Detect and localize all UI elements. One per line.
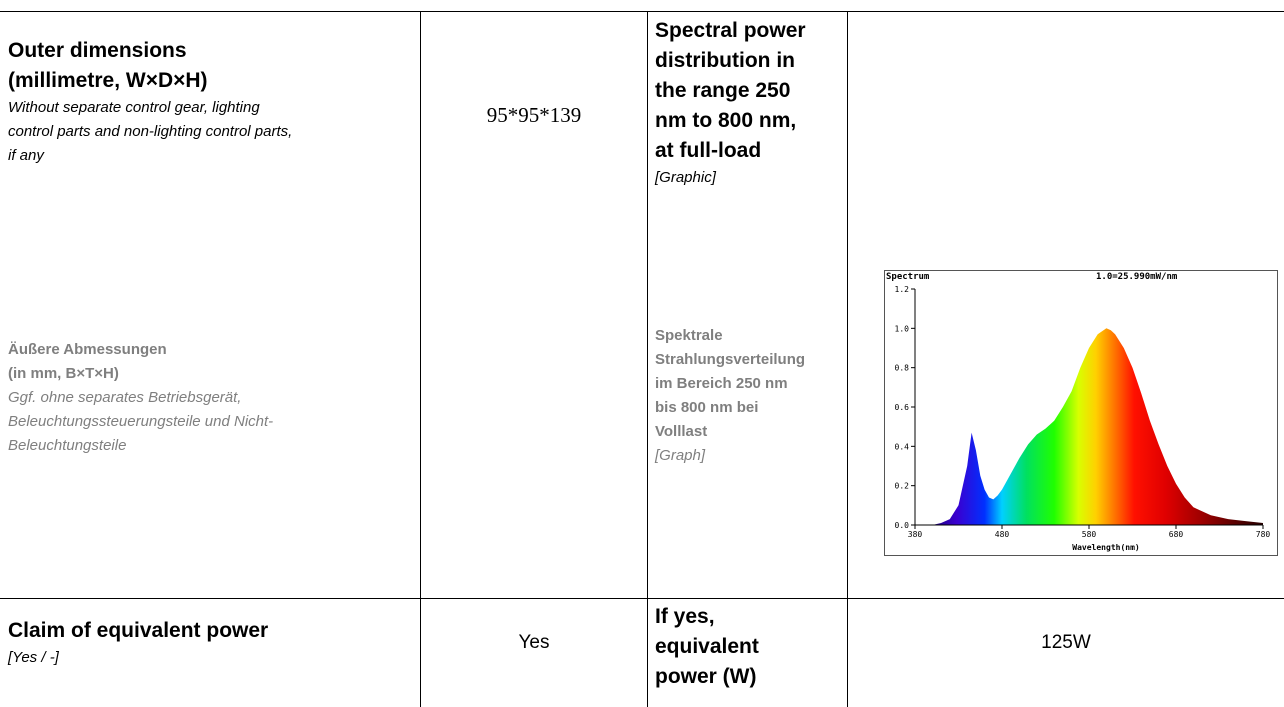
chart-annotation: 1.0=25.990mW/nm	[1096, 272, 1178, 282]
x-tick-label: 480	[995, 530, 1010, 539]
spectral-note: [Graphic]	[655, 169, 716, 186]
equivalent-power-claim-value: Yes	[518, 632, 550, 653]
y-tick-label: 1.0	[895, 324, 910, 333]
outer-dimensions-note-line: Without separate control gear, lighting	[8, 99, 260, 116]
row-divider	[0, 598, 1284, 599]
spectral-distribution-label-en: Spectral power distribution in the range…	[655, 16, 845, 190]
spectral-title-line: the range 250	[655, 79, 791, 102]
equivalent-power-claim-label: Claim of equivalent power [Yes / -]	[8, 616, 413, 670]
y-tick-label: 0.8	[895, 364, 910, 373]
outer-dimensions-note-line: control parts and non-lighting control p…	[8, 123, 293, 140]
x-tick-label: 380	[908, 530, 923, 539]
equivalent-power-title-line: equivalent	[655, 635, 759, 658]
equivalent-power-title-line: If yes,	[655, 605, 715, 628]
spectral-title-line: distribution in	[655, 49, 795, 72]
outer-dimensions-value: 95*95*139	[486, 103, 582, 127]
spectral-de-note: [Graph]	[655, 447, 706, 464]
spectral-de-title-line: Volllast	[655, 423, 708, 440]
spectral-de-title-line: im Bereich 250 nm	[655, 375, 788, 392]
spectral-title-line: nm to 800 nm,	[655, 109, 797, 132]
x-tick-label: 580	[1082, 530, 1097, 539]
outer-dimensions-title-line: Outer dimensions	[8, 39, 187, 62]
equivalent-power-value: 125W	[1041, 632, 1091, 653]
equivalent-power-title-line: power (W)	[655, 665, 757, 688]
equivalent-power-claim-note: [Yes / -]	[8, 649, 59, 666]
y-tick-label: 0.0	[895, 521, 910, 530]
x-axis-label: Wavelength(nm)	[1072, 543, 1139, 552]
outer-dimensions-de-title-line: Äußere Abmessungen	[8, 341, 167, 358]
column-divider	[647, 11, 648, 707]
y-tick-label: 0.2	[895, 482, 910, 491]
spectral-distribution-label-de: Spektrale Strahlungsverteilung im Bereic…	[655, 324, 845, 468]
table-top-border	[0, 11, 1284, 12]
y-tick-label: 0.4	[895, 442, 910, 451]
y-tick-label: 0.6	[895, 403, 910, 412]
column-divider	[420, 11, 421, 707]
outer-dimensions-title-line: (millimetre, W×D×H)	[8, 69, 208, 92]
equivalent-power-label: If yes, equivalent power (W)	[655, 602, 845, 692]
equivalent-power-claim-title: Claim of equivalent power	[8, 619, 269, 642]
outer-dimensions-de-note-line: Beleuchtungsteile	[8, 437, 127, 454]
spectrum-area	[915, 328, 1263, 525]
spectral-de-title-line: Spektrale	[655, 327, 723, 344]
spectrum-chart: 0.0 0.2 0.4 0.6 0.8 1.0 1.2 380 480 580 680 780 Spe…	[884, 270, 1278, 556]
spectral-title-line: Spectral power	[655, 19, 806, 42]
x-tick-label: 680	[1169, 530, 1184, 539]
outer-dimensions-note-line: if any	[8, 147, 44, 164]
chart-plot: 0.0 0.2 0.4 0.6 0.8 1.0 1.2 380 480 580 680 780	[895, 285, 1271, 539]
outer-dimensions-de-title-line: (in mm, B×T×H)	[8, 365, 119, 382]
chart-title: Spectrum	[886, 272, 930, 282]
spectral-title-line: at full-load	[655, 139, 762, 162]
y-tick-label: 1.2	[895, 285, 910, 294]
spectrum-chart-svg: 0.0 0.2 0.4 0.6 0.8 1.0 1.2 380 480 580 680 780 Spe…	[884, 270, 1278, 556]
outer-dimensions-label-en: Outer dimensions (millimetre, W×D×H) Wit…	[8, 36, 413, 168]
outer-dimensions-label-de: Äußere Abmessungen (in mm, B×T×H) Ggf. o…	[8, 338, 413, 458]
column-divider	[847, 11, 848, 707]
outer-dimensions-de-note-line: Beleuchtungssteuerungsteile und Nicht-	[8, 413, 274, 430]
spectral-de-title-line: bis 800 nm bei	[655, 399, 759, 416]
spectral-de-title-line: Strahlungsverteilung	[655, 351, 806, 368]
outer-dimensions-de-note-line: Ggf. ohne separates Betriebsgerät,	[8, 389, 242, 406]
x-tick-label: 780	[1256, 530, 1271, 539]
